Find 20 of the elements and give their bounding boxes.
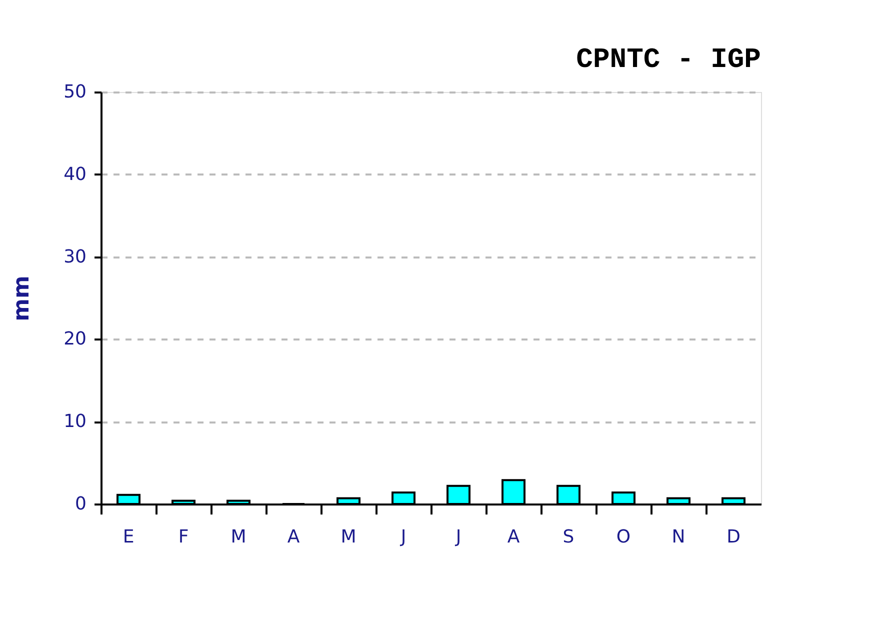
y-tick-label: 20 — [64, 328, 86, 350]
x-tick-label: N — [672, 526, 686, 548]
x-tick-label: D — [726, 526, 740, 548]
x-tick-label: M — [340, 526, 356, 548]
y-tick-label: 10 — [64, 411, 86, 432]
x-tick-label: M — [230, 526, 246, 548]
y-tick-label: 40 — [64, 164, 86, 185]
x-tick-label: S — [562, 526, 574, 548]
x-tick-label: J — [454, 526, 462, 548]
y-tick-label: 50 — [64, 82, 86, 102]
x-tick-label: J — [400, 526, 406, 548]
x-tick-label: E — [122, 526, 134, 548]
y-axis-title: mm — [10, 276, 35, 322]
x-tick-label: O — [616, 526, 631, 548]
x-tick-label: A — [287, 526, 300, 548]
y-tick-label: 0 — [75, 494, 86, 514]
y-tick-label: 30 — [64, 246, 86, 268]
x-tick-label: F — [178, 526, 189, 548]
x-tick-label: A — [507, 526, 520, 548]
chart-title: CPNTC - IGP — [576, 45, 761, 76]
